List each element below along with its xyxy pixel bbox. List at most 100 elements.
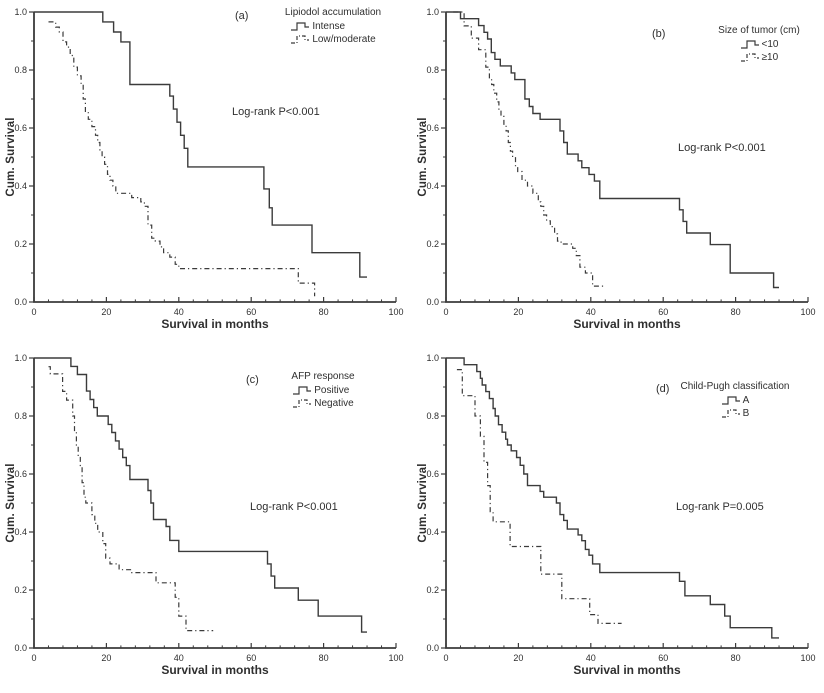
x-axis-label: Survival in months — [161, 663, 269, 677]
series-dashdot-2 — [48, 366, 214, 632]
dash-dot-step-line-icon — [721, 409, 740, 418]
series-solid-1 — [446, 11, 779, 289]
x-tick-label: 40 — [586, 307, 596, 317]
x-tick-label: 100 — [800, 307, 815, 317]
solid-step-line-icon — [740, 40, 759, 49]
log-rank-pvalue: Log-rank P=0.005 — [676, 501, 764, 513]
x-tick-label: 100 — [800, 653, 815, 663]
legend: Lipiodol accumulation Intense Low/modera… — [268, 7, 398, 51]
dash-dot-step-line-icon — [293, 399, 312, 408]
legend-item-solid: <10 — [740, 38, 778, 51]
solid-step-line-icon — [721, 396, 740, 405]
y-tick-label: 0.2 — [426, 585, 439, 595]
x-tick-label: 100 — [388, 307, 403, 317]
km-panel-a: 0 20 40 60 80 100 0.0 0.2 0.4 0.6 0.8 1.0 Cum. Surv… — [0, 0, 412, 346]
panel-letter: (d) — [656, 383, 670, 395]
x-axis-label: Survival in months — [573, 663, 681, 677]
legend-item-solid: A — [721, 394, 750, 407]
x-tick-label: 60 — [246, 653, 256, 663]
x-tick-label: 20 — [101, 653, 111, 663]
legend: Child-Pugh classification A B — [670, 381, 800, 425]
y-tick-label: 0.2 — [14, 585, 27, 595]
legend-item-dashdot: B — [721, 407, 750, 420]
y-tick-label: 0.2 — [14, 239, 27, 249]
y-axis-label: Cum. Survival — [5, 117, 17, 197]
survival-plot-d: 0 20 40 60 80 100 0.0 0.2 0.4 0.6 0.8 1.0 — [426, 353, 815, 663]
x-tick-label: 60 — [246, 307, 256, 317]
y-axis-label: Cum. Survival — [417, 117, 429, 197]
x-tick-label: 80 — [319, 307, 329, 317]
legend-item-solid: Positive — [292, 384, 353, 397]
y-tick-label: 0.4 — [426, 181, 439, 191]
survival-plot-b: 0 20 40 60 80 100 0.0 0.2 0.4 0.6 0.8 1.0 — [426, 7, 815, 317]
survival-plot-a: 0 20 40 60 80 100 0.0 0.2 0.4 0.6 0.8 1.0 — [14, 7, 403, 317]
series-dashdot-3 — [456, 369, 622, 624]
legend-item-solid: Intense — [290, 20, 375, 33]
legend-label: Low/moderate — [312, 34, 376, 45]
km-panel-d: 0 20 40 60 80 100 0.0 0.2 0.4 0.6 0.8 1.0 Cum. Surv… — [412, 346, 824, 692]
log-rank-pvalue: Log-rank P<0.001 — [678, 142, 766, 154]
y-tick-label: 1.0 — [14, 7, 27, 17]
y-tick-label: 0.0 — [14, 297, 27, 307]
series-dashdot-1 — [453, 11, 606, 287]
series-dashdot-0 — [48, 21, 316, 297]
y-tick-label: 0.6 — [426, 469, 439, 479]
panel-letter: (b) — [652, 28, 666, 40]
legend-items: A B — [721, 394, 750, 420]
y-tick-label: 1.0 — [426, 7, 439, 17]
legend-title: Lipiodol accumulation — [284, 7, 382, 18]
series-solid-3 — [446, 357, 779, 639]
x-tick-label: 80 — [319, 653, 329, 663]
y-tick-label: 0.8 — [14, 65, 27, 75]
x-tick-label: 80 — [731, 307, 741, 317]
y-tick-label: 0.6 — [14, 469, 27, 479]
y-tick-label: 0.6 — [14, 123, 27, 133]
legend-title: AFP response — [291, 371, 355, 382]
x-tick-label: 80 — [731, 653, 741, 663]
legend-label: Negative — [314, 398, 354, 409]
km-panel-b: 0 20 40 60 80 100 0.0 0.2 0.4 0.6 0.8 1.0 Cum. Surv… — [412, 0, 824, 346]
y-axis-label: Cum. Survival — [417, 463, 429, 543]
x-tick-label: 60 — [658, 653, 668, 663]
legend-items: Positive Negative — [292, 384, 354, 410]
y-tick-label: 0.8 — [426, 411, 439, 421]
legend-title: Size of tumor (cm) — [718, 25, 800, 36]
legend-items: <10 ≥10 — [740, 38, 779, 64]
x-axis-label: Survival in months — [161, 317, 269, 331]
x-tick-label: 40 — [174, 653, 184, 663]
y-axis-label: Cum. Survival — [5, 463, 17, 543]
legend-item-dashdot: ≥10 — [740, 51, 779, 64]
y-tick-label: 0.4 — [426, 527, 439, 537]
y-tick-label: 0.4 — [14, 527, 27, 537]
series-solid-2 — [34, 357, 367, 633]
x-tick-label: 0 — [443, 307, 448, 317]
km-panel-c: 0 20 40 60 80 100 0.0 0.2 0.4 0.6 0.8 1.0 Cum. Surv… — [0, 346, 412, 692]
legend-label: Positive — [314, 385, 350, 396]
legend-items: Intense Low/moderate — [290, 20, 376, 46]
x-tick-label: 0 — [31, 307, 36, 317]
solid-step-line-icon — [291, 22, 310, 31]
legend-title: Child-Pugh classification — [680, 381, 790, 392]
legend-label: ≥10 — [761, 52, 779, 63]
y-tick-label: 1.0 — [426, 353, 439, 363]
y-tick-label: 1.0 — [14, 353, 27, 363]
y-tick-label: 0.0 — [426, 643, 439, 653]
panel-letter: (c) — [246, 374, 259, 386]
y-tick-label: 0.4 — [14, 181, 27, 191]
solid-step-line-icon — [293, 386, 312, 395]
series-solid-0 — [34, 11, 367, 278]
x-tick-label: 20 — [513, 307, 523, 317]
y-tick-label: 0.2 — [426, 239, 439, 249]
x-tick-label: 0 — [31, 653, 36, 663]
y-tick-label: 0.8 — [426, 65, 439, 75]
legend-label: A — [742, 395, 750, 406]
legend: Size of tumor (cm) <10 ≥10 — [694, 25, 824, 69]
x-axis-label: Survival in months — [573, 317, 681, 331]
panel-letter: (a) — [235, 10, 249, 22]
x-tick-label: 0 — [443, 653, 448, 663]
x-tick-label: 40 — [174, 307, 184, 317]
x-tick-label: 60 — [658, 307, 668, 317]
legend-item-dashdot: Low/moderate — [290, 33, 376, 46]
legend-label: B — [742, 408, 750, 419]
